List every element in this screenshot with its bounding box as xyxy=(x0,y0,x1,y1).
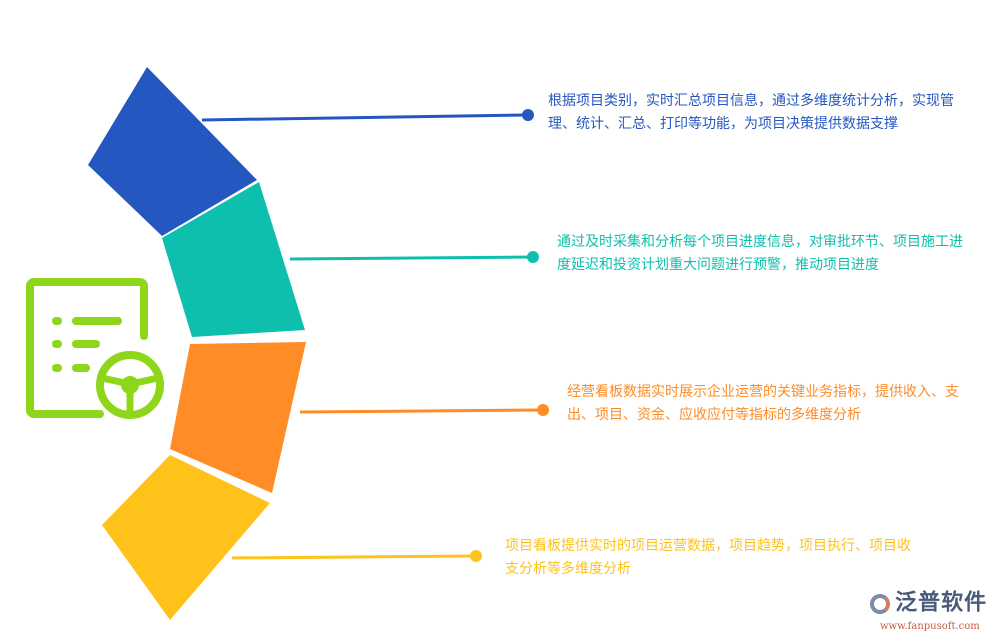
dot-blue xyxy=(522,109,534,121)
brand-logo: 泛普软件 xyxy=(870,590,987,616)
logo-mark-icon xyxy=(870,593,890,614)
dot-teal xyxy=(527,251,539,263)
logo-url: www.fanpusoft.com xyxy=(880,621,980,632)
description-yellow: 项目看板提供实时的项目运营数据，项目趋势，项目执行、项目收支分析等多维度分析 xyxy=(505,538,911,577)
dot-yellow xyxy=(470,550,482,562)
connector-orange xyxy=(299,408,543,414)
segment-blue xyxy=(88,67,257,236)
connector-yellow xyxy=(231,554,476,560)
connector-teal xyxy=(289,255,533,261)
connector-blue xyxy=(201,113,528,122)
description-teal: 通过及时采集和分析每个项目进度信息，对审批环节、项目施工进度延迟和投资计划重大问… xyxy=(557,234,963,273)
segment-teal xyxy=(162,182,305,337)
segment-orange xyxy=(170,342,306,493)
dot-orange xyxy=(537,404,549,416)
segment-yellow xyxy=(102,455,270,620)
description-blue: 根据项目类别，实时汇总项目信息，通过多维度统计分析，实现管理、统计、汇总、打印等… xyxy=(548,93,954,132)
logo-name: 泛普软件 xyxy=(895,590,988,616)
dashboard-document-steering-wheel-icon xyxy=(26,278,164,419)
description-orange: 经营看板数据实时展示企业运营的关键业务指标，提供收入、支出、项目、资金、应收应付… xyxy=(567,384,959,423)
